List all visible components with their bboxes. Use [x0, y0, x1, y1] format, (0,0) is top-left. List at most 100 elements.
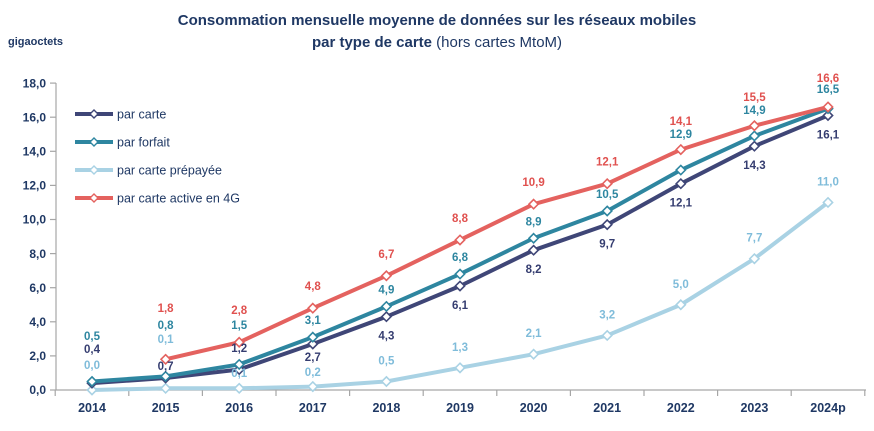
chart-title: Consommation mensuelle moyenne de donnée…: [0, 10, 874, 54]
data-point-par-carte-prepayee-2022: [675, 299, 687, 311]
data-point-par-forfait-2014: [86, 375, 98, 388]
x-tick-label: 2018: [372, 401, 400, 415]
data-label-par-carte-prepayee-2024p: 11,0: [817, 176, 839, 188]
data-label-par-carte-2021: 9,7: [599, 239, 615, 251]
data-point-par-carte-prepayee-2019: [454, 362, 466, 374]
data-point-par-carte-prepayee-2016: [233, 382, 245, 395]
data-label-par-carte-active-en-4g-2015: 1,8: [158, 303, 175, 315]
legend-label: par carte prépayée: [117, 163, 222, 177]
y-tick-label: 10,0: [23, 213, 47, 227]
data-point-par-carte-prepayee-2020: [527, 348, 540, 360]
data-label-par-carte-prepayee-2022: 5,0: [673, 279, 689, 291]
legend-label: par carte: [117, 107, 166, 121]
data-label-par-carte-active-en-4g-2024p: 16,6: [817, 73, 839, 85]
data-label-par-carte-prepayee-2021: 3,2: [599, 309, 615, 321]
x-tick-label: 2015: [152, 401, 180, 415]
data-label-par-forfait-2019: 6,8: [452, 252, 469, 264]
series-par-carte: [86, 109, 834, 389]
data-point-par-carte-2017: [307, 338, 319, 350]
data-point-par-carte-active-en-4g-2017: [307, 302, 319, 314]
data-point-par-forfait-2015: [159, 370, 172, 383]
data-label-par-carte-2024p: 16,1: [817, 130, 840, 142]
data-point-par-carte-prepayee-2018: [380, 375, 393, 388]
data-label-par-forfait-2020: 8,9: [526, 216, 542, 228]
data-point-par-carte-2022: [675, 177, 687, 190]
data-point-par-forfait-2019: [454, 268, 466, 280]
data-point-par-forfait-2018: [380, 300, 393, 313]
chart-title-line1: Consommation mensuelle moyenne de donnée…: [177, 12, 697, 29]
data-label-par-carte-prepayee-2023: 7,7: [746, 233, 762, 245]
data-label-par-carte-active-en-4g-2021: 12,1: [596, 157, 619, 169]
data-point-par-carte-2019: [454, 280, 466, 292]
series: [86, 101, 834, 396]
y-tick-label: 0,0: [29, 383, 46, 397]
x-tick-label: 2019: [446, 401, 474, 415]
legend-label: par forfait: [117, 135, 170, 149]
data-label-par-forfait-2018: 4,9: [378, 284, 394, 296]
data-label-par-forfait-2024p: 16,5: [817, 84, 840, 96]
x-tick-label: 2022: [667, 401, 695, 415]
data-point-par-carte-prepayee-2024p: [822, 196, 834, 209]
data-point-par-carte-active-en-4g-2022: [675, 143, 687, 156]
data-labels: 0,4 0,7 1,2 2,7 4,3 6,1 8,2 9,7 12,1 14,3 16,1 0,5 0…: [84, 73, 840, 380]
data-label-par-carte-2023: 14,3: [743, 160, 765, 172]
data-label-par-carte-active-en-4g-2020: 10,9: [522, 177, 544, 189]
data-label-par-carte-prepayee-2019: 1,3: [452, 342, 468, 354]
data-point-par-carte-active-en-4g-2021: [601, 177, 613, 190]
data-label-par-carte-prepayee-2014: 0,0: [84, 360, 100, 372]
legend-marker-icon: [89, 109, 99, 119]
data-label-par-forfait-2021: 10,5: [596, 189, 619, 201]
chart-title-line2-regular: (hors cartes MtoM): [432, 34, 563, 51]
data-point-par-carte-active-en-4g-2024p: [822, 101, 834, 113]
legend: par carte par forfait par carte prépayée pa…: [75, 107, 240, 205]
data-label-par-forfait-2023: 14,9: [743, 105, 765, 117]
legend-marker-icon: [89, 193, 99, 203]
y-tick-label: 18,0: [23, 76, 47, 90]
y-tick-label: 12,0: [23, 179, 47, 193]
y-tick-label: 16,0: [23, 110, 47, 124]
data-point-par-carte-active-en-4g-2016: [233, 336, 245, 348]
legend-item-par-carte: par carte: [75, 107, 166, 121]
data-point-par-forfait-2021: [601, 205, 613, 217]
y-axis-unit-label: gigaoctets: [8, 36, 64, 48]
data-point-par-carte-active-en-4g-2019: [454, 234, 466, 246]
axes: 0,0 2,0 4,0 6,0 8,0 10,0 12,0 14,0 16,0 18,0 2014 2…: [23, 76, 866, 415]
x-tick-label: 2023: [740, 401, 768, 415]
data-label-par-forfait-2017: 3,1: [305, 315, 322, 327]
y-tick-label: 2,0: [29, 349, 46, 363]
data-label-par-carte-2022: 12,1: [670, 198, 693, 210]
x-tick-label: 2024p: [810, 401, 846, 415]
data-point-par-forfait-2022: [675, 164, 687, 176]
data-label-par-forfait-2016: 1,5: [231, 320, 248, 332]
data-point-par-carte-active-en-4g-2020: [527, 198, 540, 210]
y-tick-label: 8,0: [29, 247, 46, 261]
y-tick-label: 6,0: [29, 281, 46, 295]
legend-item-par-forfait: par forfait: [75, 135, 170, 149]
data-point-par-carte-2023: [748, 140, 761, 152]
data-label-par-carte-prepayee-2016: 0,1: [231, 368, 248, 380]
data-point-par-forfait-2017: [307, 331, 319, 343]
data-label-par-forfait-2015: 0,8: [158, 320, 175, 332]
data-label-par-carte-2014: 0,4: [84, 344, 101, 356]
data-point-par-carte-active-en-4g-2023: [748, 119, 761, 132]
data-label-par-carte-prepayee-2018: 0,5: [378, 356, 395, 368]
data-point-par-forfait-2016: [233, 358, 245, 371]
data-point-par-carte-prepayee-2015: [159, 382, 172, 395]
legend-item-par-carte-prepayee: par carte prépayée: [75, 163, 222, 177]
data-label-par-carte-active-en-4g-2018: 6,7: [378, 249, 394, 261]
data-label-par-carte-active-en-4g-2023: 15,5: [743, 92, 766, 104]
data-label-par-carte-active-en-4g-2016: 2,8: [231, 305, 248, 317]
data-label-par-carte-prepayee-2015: 0,1: [158, 334, 175, 346]
data-label-par-carte-2019: 6,1: [452, 300, 469, 312]
data-point-par-carte-active-en-4g-2018: [380, 270, 393, 282]
data-point-par-forfait-2023: [748, 130, 761, 142]
data-point-par-carte-2020: [527, 244, 540, 256]
data-point-par-carte-2024p: [822, 109, 834, 122]
legend-item-par-carte-active-en-4g: par carte active en 4G: [75, 191, 240, 205]
legend-label: par carte active en 4G: [117, 191, 240, 205]
legend-marker-icon: [89, 165, 99, 175]
series-par-carte-prepayee: [86, 196, 834, 396]
data-label-par-carte-2017: 2,7: [305, 352, 321, 364]
series-par-carte-active-en-4g: [159, 101, 834, 366]
